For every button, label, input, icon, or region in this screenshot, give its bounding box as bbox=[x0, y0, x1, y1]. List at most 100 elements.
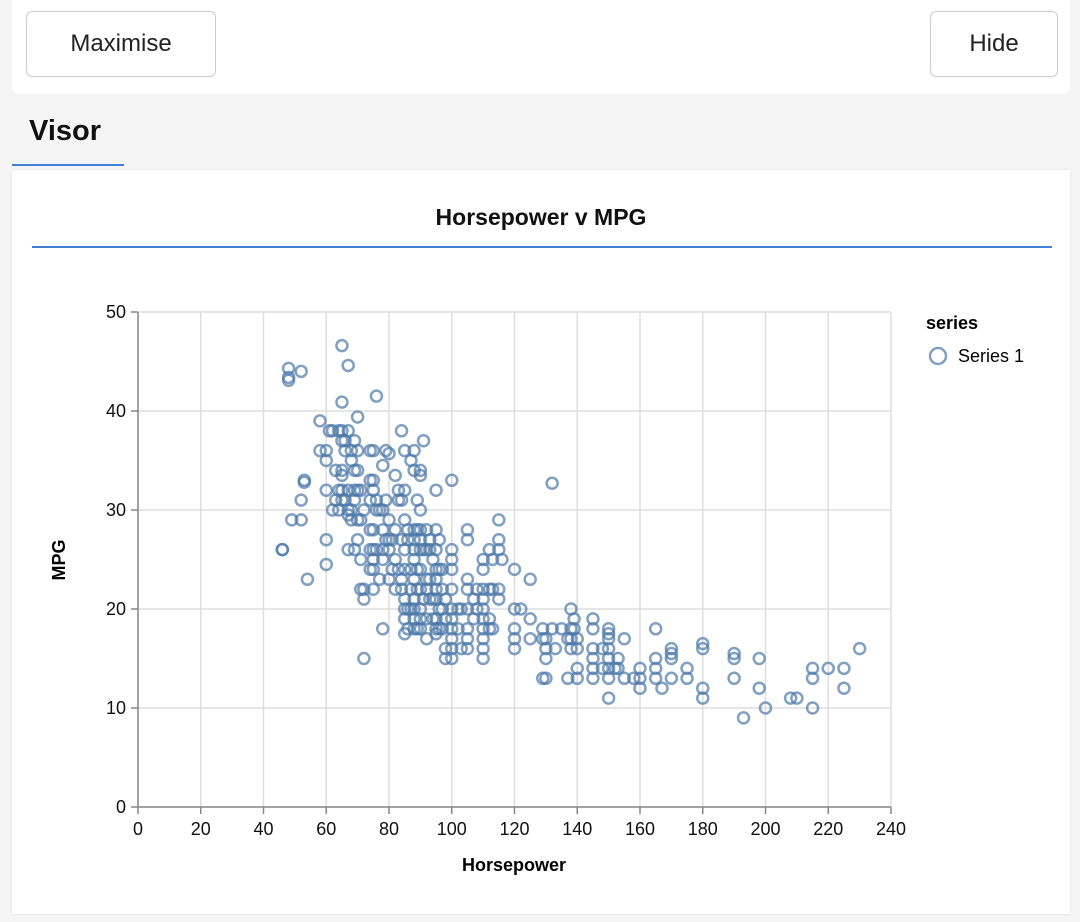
data-point bbox=[319, 453, 333, 468]
data-point bbox=[476, 651, 490, 666]
x-tick-label: 80 bbox=[379, 819, 399, 839]
data-point bbox=[445, 562, 459, 577]
y-tick-label: 0 bbox=[116, 797, 126, 817]
data-point bbox=[369, 542, 384, 557]
x-tick-label: 120 bbox=[499, 819, 529, 839]
data-point bbox=[664, 651, 679, 666]
data-point bbox=[429, 483, 443, 497]
data-point bbox=[664, 646, 679, 661]
data-point bbox=[805, 701, 820, 715]
legend-label[interactable]: Series 1 bbox=[958, 346, 1024, 366]
points bbox=[275, 338, 867, 725]
data-point bbox=[727, 651, 741, 666]
x-tick-label: 240 bbox=[876, 819, 906, 839]
x-tick-label: 220 bbox=[813, 819, 843, 839]
x-tick-label: 180 bbox=[688, 819, 718, 839]
data-point bbox=[523, 612, 537, 626]
data-point bbox=[633, 681, 647, 695]
data-point bbox=[382, 446, 396, 461]
data-point bbox=[821, 661, 835, 676]
data-point bbox=[758, 701, 773, 715]
data-point bbox=[350, 410, 365, 424]
data-point bbox=[297, 475, 312, 490]
data-point bbox=[492, 592, 506, 606]
toolbar: Maximise Hide bbox=[12, 0, 1070, 94]
x-tick-label: 40 bbox=[253, 819, 273, 839]
data-point bbox=[366, 582, 381, 596]
data-point bbox=[413, 562, 428, 577]
data-point bbox=[445, 651, 459, 666]
data-point bbox=[460, 641, 475, 656]
data-point bbox=[335, 463, 349, 478]
data-point bbox=[805, 671, 820, 686]
data-point bbox=[350, 443, 365, 458]
data-point bbox=[350, 463, 365, 478]
data-point bbox=[561, 671, 575, 686]
data-point bbox=[696, 691, 710, 705]
data-point bbox=[696, 636, 710, 651]
data-point bbox=[281, 370, 296, 385]
data-point bbox=[294, 493, 308, 507]
chart-card: Horsepower v MPG 0 20 40 60 80 100 120 140 160 18… bbox=[12, 170, 1070, 914]
data-point bbox=[586, 622, 600, 636]
data-point bbox=[648, 671, 663, 686]
data-point bbox=[752, 681, 766, 695]
maximise-button[interactable]: Maximise bbox=[26, 11, 216, 77]
data-point bbox=[545, 476, 559, 491]
x-tick-label: 160 bbox=[625, 819, 655, 839]
data-point bbox=[727, 671, 741, 686]
data-point bbox=[294, 513, 308, 527]
data-point bbox=[407, 443, 421, 458]
data-point bbox=[416, 433, 431, 448]
data-point bbox=[369, 389, 384, 403]
hide-button[interactable]: Hide bbox=[930, 11, 1058, 77]
data-point bbox=[476, 562, 490, 577]
data-point bbox=[397, 443, 412, 458]
data-point bbox=[413, 468, 428, 483]
data-point bbox=[325, 424, 340, 438]
data-point bbox=[696, 641, 710, 656]
data-point bbox=[379, 443, 393, 458]
data-point bbox=[313, 443, 327, 458]
data-point bbox=[485, 582, 500, 596]
y-tick-label: 10 bbox=[106, 698, 126, 718]
data-point bbox=[460, 532, 475, 547]
data-point bbox=[595, 661, 610, 676]
data-point bbox=[382, 513, 396, 527]
data-point bbox=[545, 622, 559, 636]
data-point bbox=[313, 414, 327, 428]
data-point bbox=[397, 562, 412, 577]
data-point bbox=[617, 631, 632, 646]
data-point bbox=[451, 622, 465, 636]
data-point bbox=[611, 661, 625, 676]
data-point bbox=[341, 542, 355, 557]
x-axis-label: Horsepower bbox=[462, 855, 566, 875]
data-point bbox=[790, 691, 804, 705]
data-point bbox=[539, 671, 553, 686]
data-point bbox=[492, 513, 506, 527]
data-point bbox=[783, 691, 798, 705]
data-point bbox=[388, 582, 403, 596]
data-point bbox=[601, 691, 616, 705]
x-tick-label: 140 bbox=[562, 819, 592, 839]
data-point bbox=[523, 631, 537, 646]
data-point bbox=[401, 622, 415, 636]
data-point bbox=[394, 424, 409, 438]
data-point bbox=[344, 513, 359, 527]
data-point bbox=[335, 338, 349, 353]
data-point bbox=[335, 395, 349, 409]
data-point bbox=[366, 523, 381, 537]
data-point bbox=[341, 358, 355, 373]
data-point bbox=[485, 552, 500, 567]
data-point bbox=[413, 463, 428, 478]
data-point bbox=[438, 612, 453, 626]
data-point bbox=[357, 651, 371, 666]
x-tick-label: 0 bbox=[133, 819, 143, 839]
data-point bbox=[586, 671, 600, 686]
data-point bbox=[432, 532, 446, 547]
tab-visor[interactable]: Visor bbox=[12, 112, 124, 166]
data-point bbox=[397, 483, 412, 497]
data-point bbox=[435, 562, 450, 577]
data-point bbox=[523, 572, 537, 587]
y-tick-label: 20 bbox=[106, 599, 126, 619]
